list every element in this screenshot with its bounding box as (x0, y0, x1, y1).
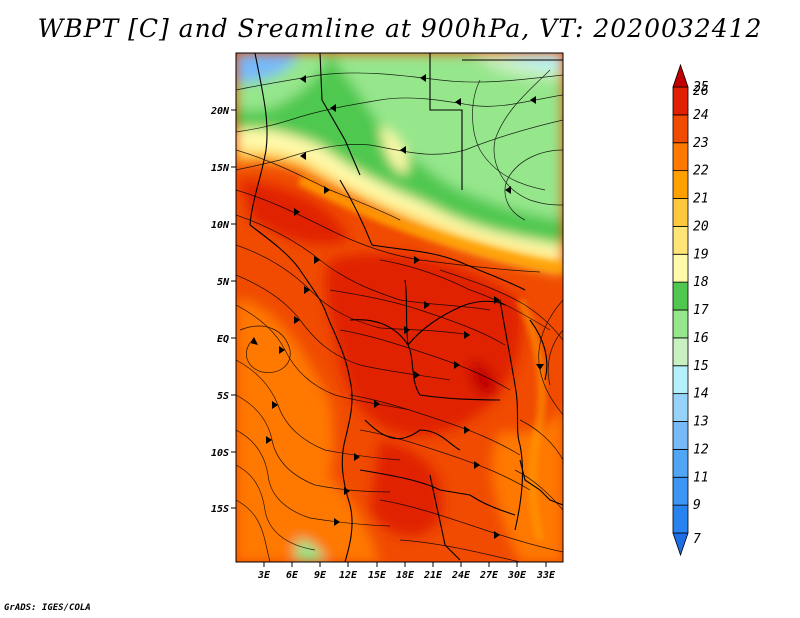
lon-label-15e: 15E (368, 570, 387, 581)
colorbar-segment-low (672, 532, 689, 557)
colorbar-segment-10 (672, 253, 689, 283)
map-frame (235, 52, 564, 563)
colorbar-label-12: 12 (693, 442, 709, 457)
field-23-southwest (300, 462, 380, 562)
lat-label-5n: 5N (217, 277, 230, 288)
colorbar-segment-2 (672, 476, 689, 506)
lon-label-33e: 33E (536, 570, 556, 581)
colorbar-label-11: 11 (693, 470, 709, 485)
field-17-south (296, 539, 325, 562)
field-26 (469, 360, 497, 396)
contour-22 (297, 175, 563, 273)
lat-label-5s: 5S (217, 391, 229, 402)
colorbar-segment-high (672, 63, 689, 88)
colorbar-segment-4 (672, 421, 689, 450)
colorbar-label-18: 18 (693, 275, 709, 290)
colorbar-label-20: 20 (693, 219, 709, 234)
lon-label-24e: 24E (451, 570, 471, 581)
colorbar-label-7: 7 (693, 532, 701, 547)
colorbar-segment-15 (672, 114, 689, 144)
colorbar-label-9: 9 (693, 498, 701, 513)
colorbar-label-21: 21 (693, 192, 709, 207)
colorbar-label-16: 16 (693, 331, 709, 346)
field-15-northeast (500, 53, 563, 69)
colorbar-label-13: 13 (693, 415, 709, 430)
lat-label-10n: 10N (211, 220, 230, 231)
field-17-band (330, 53, 563, 220)
lon-label-27e: 27E (479, 570, 499, 581)
lon-label-18e: 18E (396, 570, 415, 581)
map-area (236, 53, 563, 562)
lon-label-12e: 12E (339, 570, 358, 581)
colorbar-label-17: 17 (693, 303, 709, 318)
lon-label-30e: 30E (507, 570, 527, 581)
borders (249, 53, 563, 562)
chart-title: WBPT [C] and Sreamline at 900hPa, VT: 20… (37, 14, 763, 43)
field-13-northwest (236, 53, 300, 82)
colorbar-segment-3 (672, 448, 689, 478)
colorbar-label-14: 14 (693, 387, 709, 402)
colorbar-label-25: 25 (693, 80, 709, 95)
colorbar-label-22: 22 (693, 164, 709, 179)
stream-arrows (250, 74, 544, 539)
field-25-core (325, 253, 522, 437)
lat-label-20n: 20N (210, 106, 230, 117)
colorbar-segment-5 (672, 393, 689, 422)
streamlines (236, 69, 563, 562)
field-24-northwest (236, 200, 280, 300)
lat-label-15s: 15S (211, 504, 229, 515)
lat-axis: 20N 15N 10N 5N EQ 5S 10S 15S (210, 106, 236, 515)
field-19-pocket (380, 125, 409, 175)
colorbar-segment-16 (672, 86, 689, 116)
colorbar-label-24: 24 (693, 108, 709, 123)
lon-label-6e: 6E (286, 570, 299, 581)
colorbar-label-15: 15 (693, 359, 709, 374)
colorbar-segment-9 (672, 281, 689, 311)
lon-label-9e: 9E (314, 570, 327, 581)
lon-label-21e: 21E (423, 570, 443, 581)
colorbar-segment-12 (672, 198, 689, 227)
colorbar-segment-14 (672, 142, 689, 172)
colorbar-label-26: 26 (693, 84, 709, 99)
lon-label-3e: 3E (257, 570, 271, 581)
grads-credit: GrADS: IGES/COLA (4, 603, 91, 613)
lon-axis: 3E 6E 9E 12E 15E 18E 21E 24E 27E 30E 33E (257, 562, 556, 581)
colorbar-segment-6 (672, 365, 689, 395)
contour-22-east (516, 298, 546, 541)
lat-label-15n: 15N (211, 163, 230, 174)
lat-label-10s: 10S (211, 448, 229, 459)
lat-label-eq: EQ (217, 334, 229, 345)
colorbar-segment-1 (672, 504, 689, 534)
colorbar-label-19: 19 (693, 247, 709, 262)
colorbar-segment-7 (672, 337, 689, 367)
colorbar-label-23: 23 (693, 136, 709, 151)
field-25-south (370, 440, 442, 537)
colorbar-segment-11 (672, 225, 689, 255)
colorbar-segment-8 (672, 309, 689, 339)
colorbar-segment-13 (672, 170, 689, 199)
